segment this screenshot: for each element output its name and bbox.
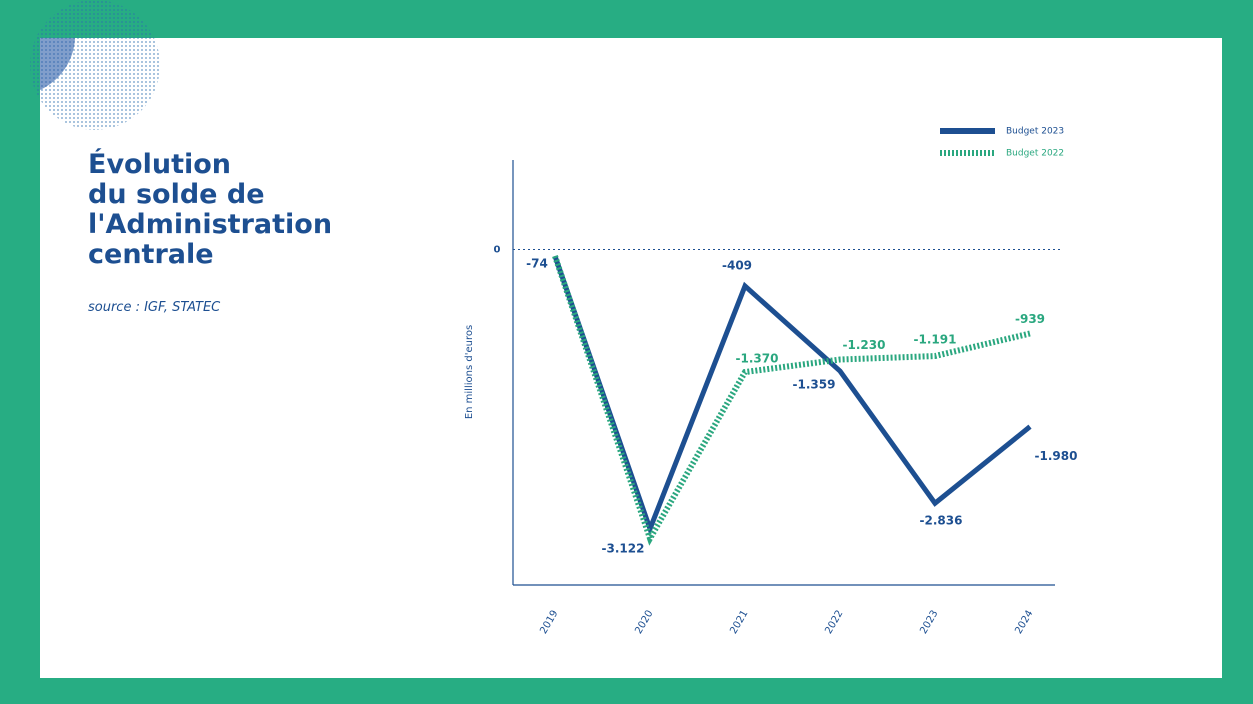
title: Évolution du solde de l'Administration cent…	[88, 150, 332, 270]
title-line: du solde de	[88, 179, 265, 210]
x-tick-label: 2021	[728, 608, 750, 636]
title-line: Évolution	[88, 149, 232, 180]
data-label: -1.370	[736, 352, 779, 366]
line-series	[552, 255, 1032, 537]
legend-label: Budget 2022	[1006, 149, 1064, 159]
title-line: l'Administration	[88, 209, 333, 240]
title-line: centrale	[88, 239, 214, 270]
data-label: -74	[526, 257, 548, 271]
x-tick-label: 2024	[1013, 608, 1035, 636]
data-label: -1.359	[793, 378, 836, 392]
x-tick-label: 2020	[633, 608, 655, 636]
data-label: -939	[1015, 312, 1045, 326]
line-series	[552, 255, 1031, 546]
data-label: -1.191	[914, 333, 957, 347]
data-label: -3.122	[602, 541, 645, 555]
x-tick-label: 2022	[823, 608, 845, 636]
x-tick-label: 2019	[538, 608, 560, 636]
y-axis-title: En millions d'euros	[464, 325, 475, 419]
data-label: -409	[722, 259, 752, 273]
decoration	[40, 38, 75, 90]
panel	[40, 38, 1222, 678]
y-tick-label: 0	[494, 244, 501, 255]
data-label: -1.230	[843, 338, 886, 352]
x-tick-label: 2023	[918, 608, 940, 636]
data-label: -1.980	[1035, 449, 1078, 463]
subtitle: source : IGF, STATEC	[88, 300, 221, 315]
legend-label: Budget 2023	[1006, 127, 1064, 137]
data-label: -2.836	[920, 514, 963, 528]
decoration	[30, 0, 160, 130]
